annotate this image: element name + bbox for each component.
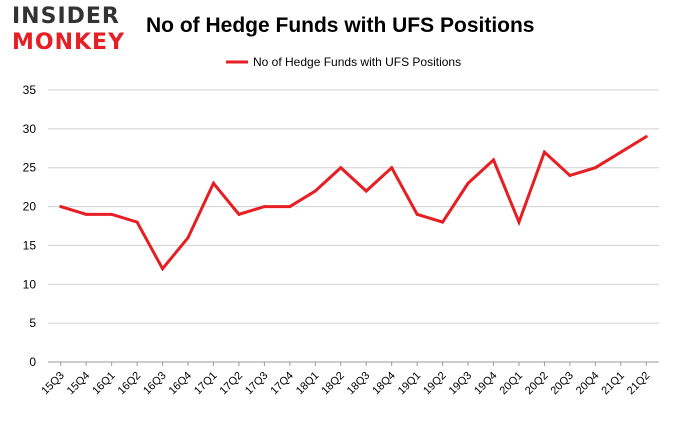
y-tick-label: 5	[29, 316, 36, 330]
x-tick-label: 18Q3	[345, 370, 373, 398]
data-point	[364, 189, 368, 193]
data-point	[84, 212, 88, 216]
data-point	[186, 236, 190, 240]
x-tick-label: 21Q2	[625, 370, 653, 398]
x-tick-label: 21Q1	[599, 370, 627, 398]
y-axis-ticks: 0 5 10 15 20 25 30 35	[23, 83, 37, 369]
data-point	[644, 135, 648, 139]
x-tick-label: 19Q3	[447, 370, 475, 398]
x-tick-label: 19Q2	[421, 370, 449, 398]
data-point	[593, 166, 597, 170]
data-point	[441, 220, 445, 224]
x-tick-label: 16Q4	[167, 370, 195, 398]
chart-title: No of Hedge Funds with UFS Positions	[146, 14, 535, 37]
x-tick-label: 20Q2	[523, 370, 551, 398]
series-group	[59, 135, 648, 272]
y-tick-label: 20	[23, 200, 37, 214]
y-tick-label: 30	[23, 122, 37, 136]
data-point	[110, 212, 114, 216]
x-axis-ticks: 15Q315Q416Q116Q216Q316Q417Q117Q217Q317Q4…	[39, 362, 652, 397]
x-tick-label: 20Q1	[498, 370, 526, 398]
grid-lines	[48, 89, 659, 363]
data-point	[466, 181, 470, 185]
data-point	[135, 220, 139, 224]
data-point	[262, 205, 266, 209]
data-point	[568, 173, 572, 177]
x-tick-label: 20Q4	[574, 370, 602, 398]
legend: No of Hedge Funds with UFS Positions	[226, 55, 461, 69]
x-tick-label: 18Q2	[319, 370, 347, 398]
x-tick-label: 17Q4	[268, 370, 296, 398]
y-tick-label: 35	[23, 83, 37, 97]
data-point	[517, 220, 521, 224]
x-tick-label: 18Q1	[294, 370, 322, 398]
data-point	[161, 267, 165, 271]
series-line	[60, 135, 648, 272]
logo-monkey-text: MONKEY	[12, 30, 126, 55]
data-point	[492, 158, 496, 162]
data-point	[313, 189, 317, 193]
x-tick-label: 19Q4	[472, 370, 500, 398]
data-point	[59, 205, 63, 209]
x-tick-label: 20Q3	[548, 370, 576, 398]
x-tick-label: 18Q4	[370, 370, 398, 398]
x-tick-label: 17Q3	[243, 370, 271, 398]
y-tick-label: 0	[29, 355, 36, 369]
x-tick-label: 15Q3	[39, 370, 67, 398]
y-tick-label: 25	[23, 161, 37, 175]
y-tick-label: 10	[23, 277, 37, 291]
x-tick-label: 16Q1	[90, 370, 118, 398]
y-tick-label: 15	[23, 238, 37, 252]
x-tick-label: 15Q4	[65, 370, 93, 398]
data-point	[211, 181, 215, 185]
x-tick-label: 17Q2	[218, 370, 246, 398]
data-point	[339, 166, 343, 170]
data-point	[415, 212, 419, 216]
data-point	[390, 166, 394, 170]
logo-insider-text: INSIDER	[12, 4, 120, 29]
data-point	[237, 212, 241, 216]
data-point	[542, 150, 546, 154]
x-tick-label: 17Q1	[192, 370, 220, 398]
x-tick-label: 19Q1	[396, 370, 424, 398]
data-point	[288, 205, 292, 209]
legend-label: No of Hedge Funds with UFS Positions	[253, 55, 461, 69]
data-point	[619, 150, 623, 154]
x-tick-label: 16Q3	[141, 370, 169, 398]
x-tick-label: 16Q2	[116, 370, 144, 398]
